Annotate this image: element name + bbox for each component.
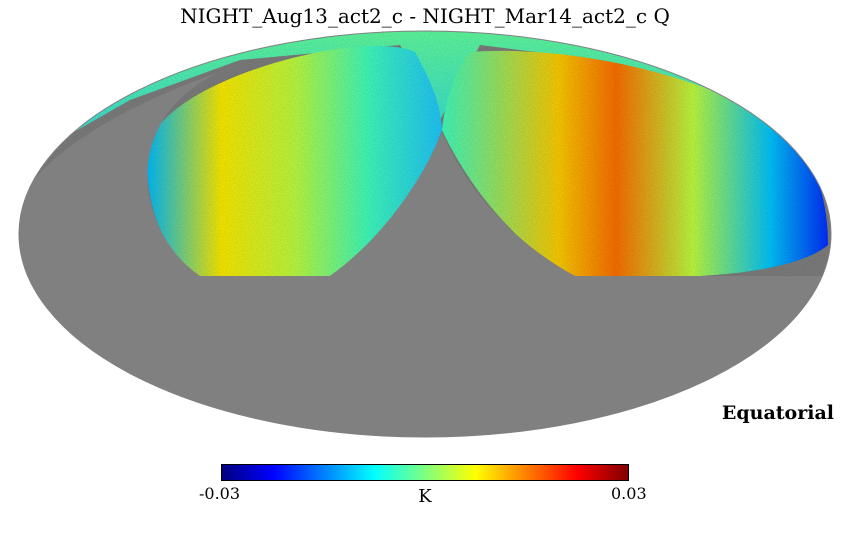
- map-outline: [18, 30, 832, 438]
- masked-left-crescent: [20, 72, 220, 276]
- colorbar: [221, 464, 629, 481]
- map-title: NIGHT_Aug13_act2_c - NIGHT_Mar14_act2_c …: [180, 4, 670, 28]
- colorbar-min-label: -0.03: [199, 484, 241, 503]
- colorbar-max-label: 0.03: [611, 484, 647, 503]
- colorbar-unit-label: K: [418, 486, 432, 507]
- masked-notch: [330, 132, 575, 276]
- coordinate-system-label: Equatorial: [721, 402, 834, 424]
